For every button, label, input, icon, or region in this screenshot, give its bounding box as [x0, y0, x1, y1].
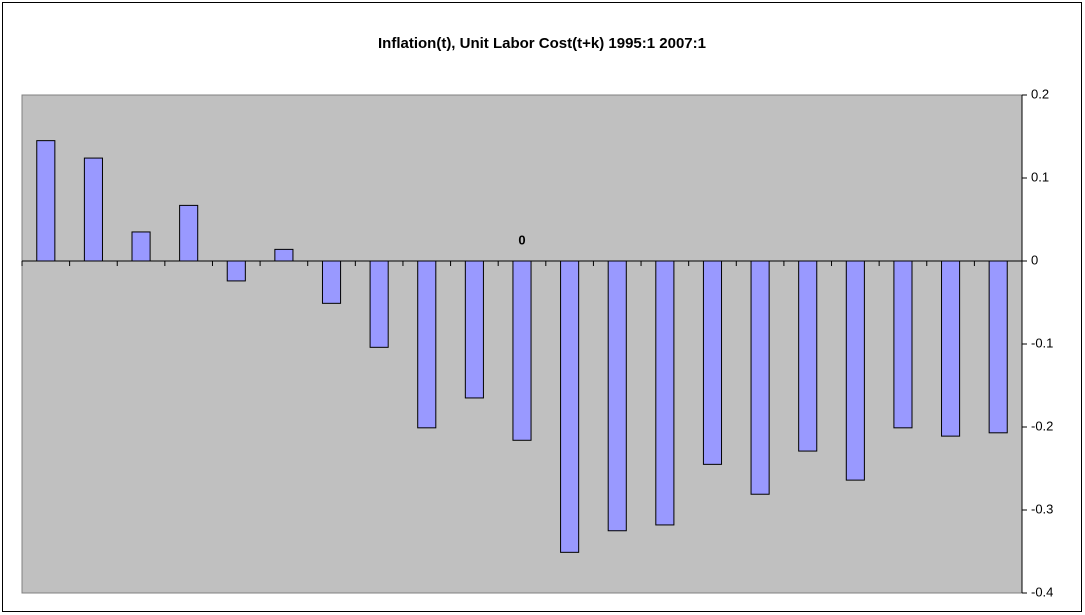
x-tick-label: 0	[518, 232, 525, 247]
bar	[893, 260, 913, 429]
bar	[36, 140, 56, 262]
bar	[988, 260, 1008, 434]
y-tick-label: 0.2	[1031, 86, 1049, 101]
bar	[845, 260, 865, 481]
bar	[274, 248, 294, 262]
bar	[369, 260, 389, 348]
bar	[560, 260, 580, 553]
bar	[226, 260, 246, 282]
bar	[750, 260, 770, 495]
chart-title: Inflation(t), Unit Labor Cost(t+k) 1995:…	[378, 35, 706, 52]
bar	[464, 260, 484, 399]
bar	[131, 231, 151, 262]
bar	[83, 157, 103, 262]
bar	[941, 260, 961, 437]
bar	[179, 204, 199, 262]
y-tick-label: 0.1	[1031, 169, 1049, 184]
bar	[702, 260, 723, 465]
y-tick-label: 0	[1031, 252, 1038, 267]
bar	[512, 260, 532, 441]
y-tick-label: -0.4	[1031, 584, 1053, 599]
y-tick-label: -0.3	[1031, 501, 1053, 516]
bar	[655, 260, 675, 526]
y-tick-label: -0.2	[1031, 418, 1053, 433]
bar	[607, 260, 627, 532]
bar	[321, 260, 342, 304]
bar	[798, 260, 818, 452]
bar	[417, 260, 437, 429]
y-tick-label: -0.1	[1031, 335, 1053, 350]
